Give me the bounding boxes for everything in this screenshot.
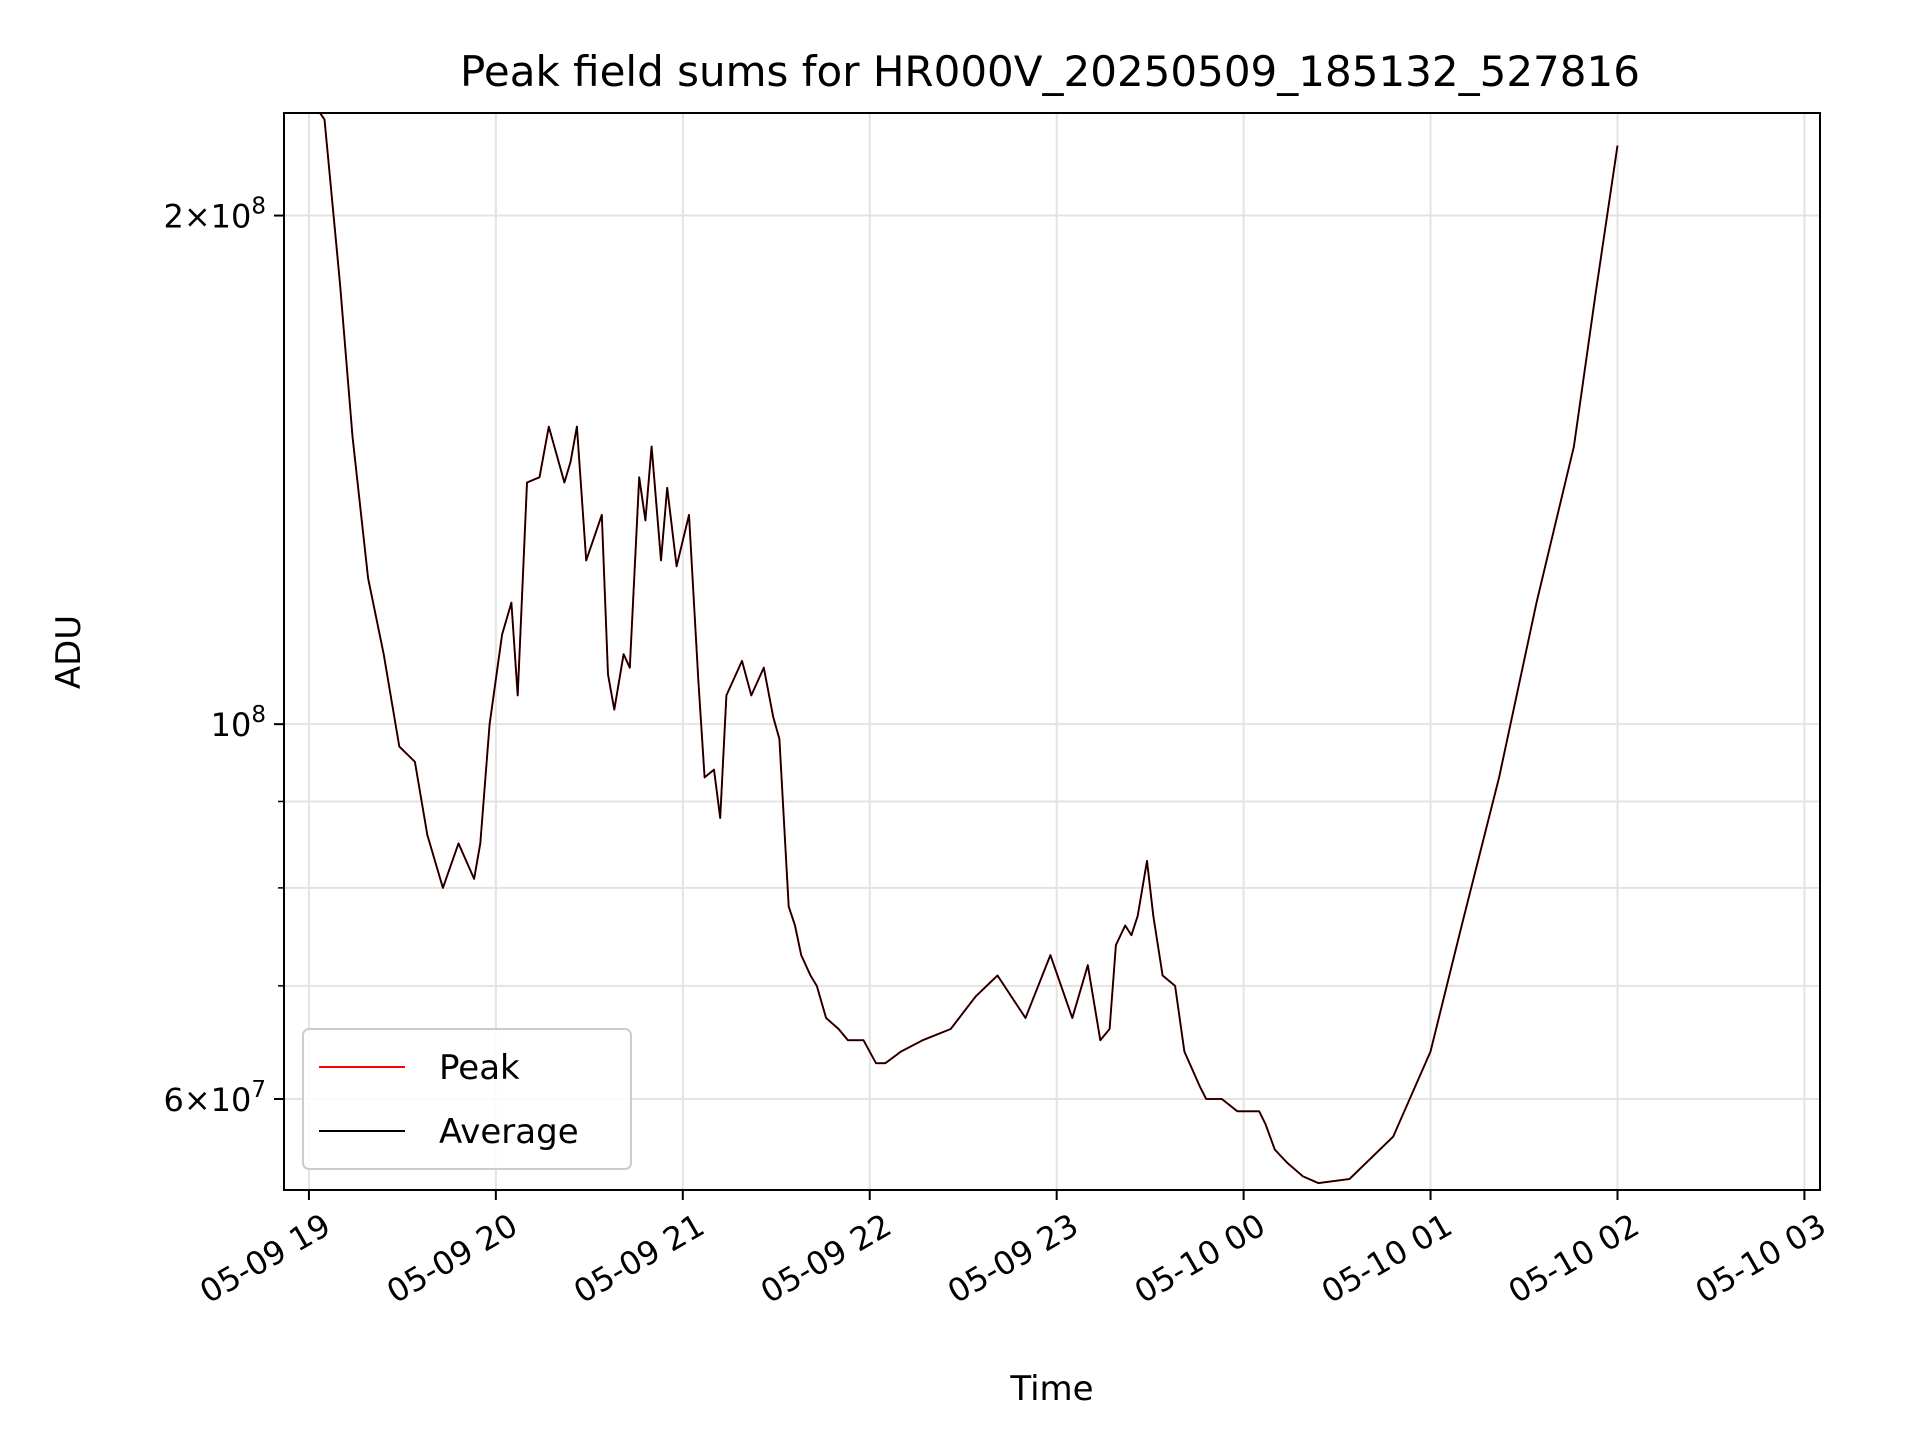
grid-lines — [284, 113, 1820, 1190]
x-tick-label: 05-09 20 — [380, 1206, 524, 1311]
y-tick-label: 6×107 — [163, 1077, 266, 1119]
x-tick-label: 05-10 00 — [1128, 1206, 1272, 1311]
x-tick-label: 05-09 19 — [193, 1206, 337, 1311]
y-tick-label: 108 — [211, 702, 266, 744]
x-tick-label: 05-10 01 — [1315, 1206, 1459, 1311]
series-line-average — [319, 112, 1619, 1184]
y-axis-title: ADU — [49, 615, 89, 689]
legend: Peak Average — [302, 1028, 632, 1170]
x-axis-title: Time — [1009, 1369, 1093, 1409]
chart-title: Peak field sums for HR000V_20250509_1851… — [460, 47, 1640, 96]
plot-frame — [283, 112, 1821, 1191]
series-lines — [319, 112, 1619, 1185]
x-tick-label: 05-10 02 — [1502, 1206, 1646, 1311]
x-tick-label: 05-09 22 — [754, 1206, 898, 1311]
y-tick-label: 2×108 — [163, 194, 266, 236]
legend-label: Peak — [439, 1048, 520, 1088]
legend-label: Average — [439, 1112, 579, 1152]
legend-box — [302, 1028, 632, 1170]
x-tick-label: 05-10 03 — [1689, 1206, 1833, 1311]
x-tick-label: 05-09 23 — [941, 1206, 1085, 1311]
x-tick-label: 05-09 21 — [567, 1206, 711, 1311]
